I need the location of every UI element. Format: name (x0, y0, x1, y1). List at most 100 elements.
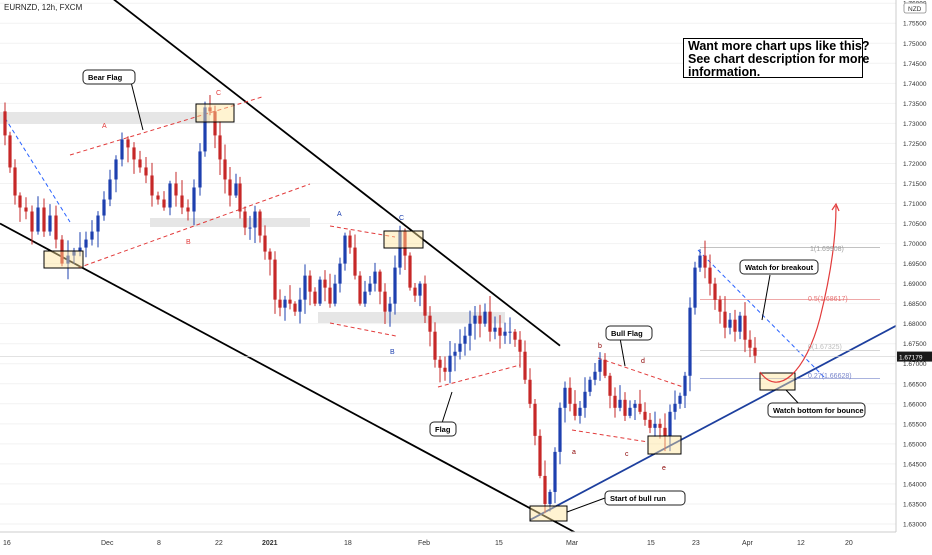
candle-body (323, 279, 327, 288)
candle-body (493, 327, 497, 332)
candle-body (628, 407, 632, 416)
candle-body (358, 275, 362, 304)
candle-body (78, 247, 82, 252)
candle-body (186, 207, 190, 212)
time-tick-label: 20 (845, 540, 853, 547)
pointer-line (566, 497, 606, 513)
time-tick-label: 15 (495, 540, 503, 547)
candle-body (523, 351, 527, 380)
candle-body (313, 291, 317, 304)
time-tick-label: 23 (692, 540, 700, 547)
fib-label-0: 0(1.67325) (808, 344, 842, 351)
candle-body (518, 339, 522, 352)
symbol-label: EURNZD, 12h, FXCM (4, 3, 83, 12)
candle-body (13, 167, 17, 196)
promo-callout: Want more chart ups like this? See chart… (683, 38, 870, 79)
candle-body (72, 251, 76, 256)
currency-badge (903, 2, 927, 14)
wave-label-c: c (625, 451, 629, 458)
candle-body (568, 387, 572, 404)
candle-body (263, 235, 267, 252)
price-tick-label: 1.74500 (903, 61, 927, 68)
candle-body (258, 211, 262, 236)
pointer-line (761, 274, 771, 321)
callout-line-2: See chart description for more (688, 52, 870, 66)
wave-label-b: B (186, 239, 191, 246)
pattern-dashed-line (437, 364, 521, 388)
candle-body (413, 287, 417, 296)
candle-body (708, 267, 712, 284)
candle-body (678, 395, 682, 404)
candle-body (120, 139, 124, 160)
pattern-dashed-line (571, 429, 649, 443)
candle-body (150, 175, 154, 196)
candle-body (603, 359, 607, 376)
candle-body (66, 255, 70, 264)
candle-body (343, 235, 347, 264)
wave-label-d: d (641, 358, 645, 365)
highlight-box (195, 103, 235, 123)
candle-body (192, 187, 196, 212)
candle-body (84, 239, 88, 248)
fib-label-027: 0.27(1.66628) (808, 373, 852, 380)
candle-body (608, 375, 612, 396)
resistance-zone (0, 112, 210, 124)
candle-body (433, 331, 437, 360)
candle-body (234, 183, 238, 196)
candle-body (243, 211, 247, 228)
callout-line-3: information. (688, 65, 761, 79)
pointer-line (619, 337, 626, 367)
candle-body (548, 491, 552, 504)
candle-body (180, 195, 184, 208)
candle-body (428, 315, 432, 332)
price-tick-label: 1.66500 (903, 381, 927, 388)
candle-body (513, 331, 517, 340)
flag-label: Flag (435, 425, 451, 434)
projection-arrow (831, 202, 840, 212)
projection-arc (759, 205, 837, 383)
candle-body (438, 359, 442, 368)
candle-body (132, 147, 136, 160)
candle-body (60, 239, 64, 264)
price-tick-label: 1.73500 (903, 101, 927, 108)
callout-line-1: Want more chart ups like this? (688, 39, 870, 53)
candle-body (573, 403, 577, 416)
candle-body (508, 331, 512, 333)
bull-flag-label-box (605, 325, 653, 341)
candle-body (488, 311, 492, 332)
candle-body (138, 159, 142, 168)
candle-body (728, 319, 732, 328)
candle-body (348, 235, 352, 248)
price-tick-label: 1.70000 (903, 241, 927, 248)
wave-label-e: e (662, 465, 666, 472)
candle-body (383, 291, 387, 312)
candle-body (613, 395, 617, 408)
bear-flag-label: Bear Flag (88, 73, 123, 82)
candle-body (108, 179, 112, 200)
pattern-dashed-line (329, 225, 396, 238)
candle-body (3, 111, 7, 136)
upper-descending-channel-line (113, 0, 561, 347)
time-tick-label: Feb (418, 540, 430, 547)
candle-body (648, 419, 652, 428)
pattern-dashed-line (77, 183, 311, 269)
candle-body (743, 315, 747, 340)
price-tick-label: 1.68000 (903, 321, 927, 328)
candle-body (203, 107, 207, 152)
candle-body (363, 291, 367, 304)
watch-breakout-label-box (739, 259, 819, 275)
pointer-line (441, 391, 453, 424)
candle-body (168, 183, 172, 208)
price-tick-label: 1.67000 (903, 361, 927, 368)
candle-body (298, 299, 302, 312)
candle-body (473, 315, 477, 324)
candle-body (688, 307, 692, 376)
start-bull-run-label-box (604, 490, 686, 506)
candle-body (368, 283, 372, 292)
price-tick-label: 1.63500 (903, 501, 927, 508)
candle-body (96, 215, 100, 232)
candle-body (174, 183, 178, 196)
